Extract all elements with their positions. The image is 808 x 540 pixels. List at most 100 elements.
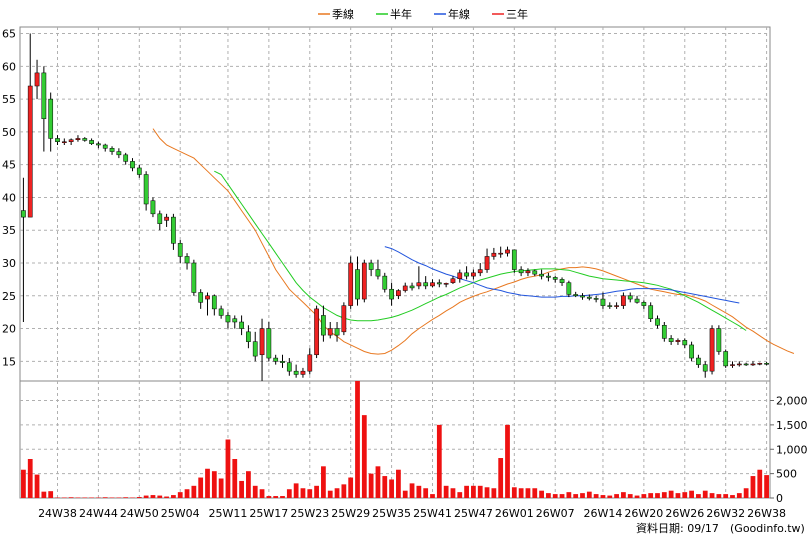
volume-bar	[668, 490, 674, 498]
volume-bar	[164, 496, 169, 498]
x-tick-label: 26W20	[624, 507, 663, 520]
candle-body	[307, 354, 313, 372]
volume-bar	[396, 469, 401, 498]
volume-bar	[143, 495, 149, 498]
candlestick	[498, 246, 504, 258]
candle-body	[327, 328, 333, 336]
candle-body	[436, 282, 442, 285]
volume-bar	[450, 488, 456, 498]
volume-bar	[457, 492, 463, 498]
candle-body	[211, 295, 217, 310]
volume-bar	[559, 494, 565, 498]
candle-body	[246, 331, 251, 342]
volume-bar	[34, 474, 40, 498]
candle-body	[157, 213, 163, 224]
candlestick	[164, 213, 169, 227]
price-tick-label: 55	[2, 93, 16, 106]
candlestick	[198, 289, 204, 309]
candlestick	[375, 259, 381, 280]
candle-body	[709, 328, 715, 372]
candlestick	[89, 138, 94, 145]
candle-body	[314, 308, 319, 356]
candlestick	[716, 325, 722, 355]
candle-body	[164, 216, 169, 221]
candle-body	[102, 144, 108, 149]
candlestick	[252, 331, 258, 362]
candle-body	[348, 262, 354, 306]
price-tick-label: 60	[2, 60, 16, 73]
volume-bar	[150, 495, 156, 498]
candlestick	[436, 279, 442, 288]
candlestick	[293, 364, 299, 378]
candlestick	[109, 146, 115, 155]
volume-bar	[464, 485, 469, 498]
x-tick-label: 25W11	[209, 507, 248, 520]
volume-bar	[580, 493, 585, 498]
volume-bar	[252, 485, 258, 498]
candlestick	[402, 282, 408, 293]
volume-bar	[266, 496, 272, 498]
candle-body	[61, 141, 67, 143]
candlestick	[27, 33, 33, 218]
volume-bar	[232, 459, 238, 498]
volume-bar	[430, 494, 435, 498]
volume-bar	[443, 485, 449, 498]
candlestick	[607, 302, 613, 309]
volume-bar	[314, 485, 319, 498]
candlestick	[382, 272, 388, 293]
candlestick	[648, 302, 654, 322]
price-tick-label: 20	[2, 323, 16, 336]
candle-body	[68, 139, 74, 142]
volume-bar	[300, 488, 306, 498]
candle-body	[252, 341, 258, 357]
candlestick	[532, 269, 538, 277]
candle-body	[27, 85, 33, 218]
volume-bar	[293, 483, 299, 498]
volume-bar	[225, 439, 231, 498]
candle-body	[621, 295, 626, 306]
volume-bar	[177, 492, 183, 498]
candlestick	[484, 248, 490, 273]
candlestick	[702, 361, 708, 378]
candle-body	[546, 275, 551, 278]
candlestick	[171, 213, 176, 250]
candle-body	[82, 138, 88, 141]
candlestick	[525, 268, 531, 277]
volume-tick-label: 1,000	[776, 443, 808, 456]
candle-body	[136, 167, 142, 175]
volume-bar	[586, 491, 592, 498]
candlestick	[505, 246, 510, 257]
candle-body	[716, 328, 722, 352]
candlestick	[696, 354, 701, 368]
volume-bar	[505, 424, 510, 498]
candlestick	[723, 349, 729, 368]
candle-body	[341, 305, 347, 333]
candlestick	[546, 272, 551, 282]
candle-body	[171, 216, 176, 244]
candlestick	[730, 361, 735, 368]
candle-body	[586, 296, 592, 299]
candlestick	[266, 322, 272, 362]
candle-body	[668, 338, 674, 342]
volume-tick-label: 500	[776, 468, 797, 481]
candle-body	[361, 262, 367, 300]
candlestick	[184, 253, 190, 270]
candle-body	[389, 288, 394, 300]
candle-body	[177, 243, 183, 257]
candle-body	[123, 154, 129, 162]
volume-bar	[246, 471, 251, 498]
volume-bar	[273, 496, 279, 498]
candle-body	[55, 138, 60, 142]
candlestick	[416, 266, 422, 290]
x-tick-label: 26W26	[665, 507, 704, 520]
volume-bar	[184, 489, 190, 498]
candle-body	[723, 351, 729, 367]
candle-body	[225, 315, 231, 323]
volume-bar	[491, 488, 497, 498]
candlestick	[457, 269, 463, 283]
candlestick	[580, 293, 585, 300]
volume-bar	[525, 488, 531, 498]
legend: 季線 半年 年線 三年	[318, 7, 528, 21]
x-tick-label: 25W23	[290, 507, 329, 520]
candle-body	[321, 315, 326, 336]
